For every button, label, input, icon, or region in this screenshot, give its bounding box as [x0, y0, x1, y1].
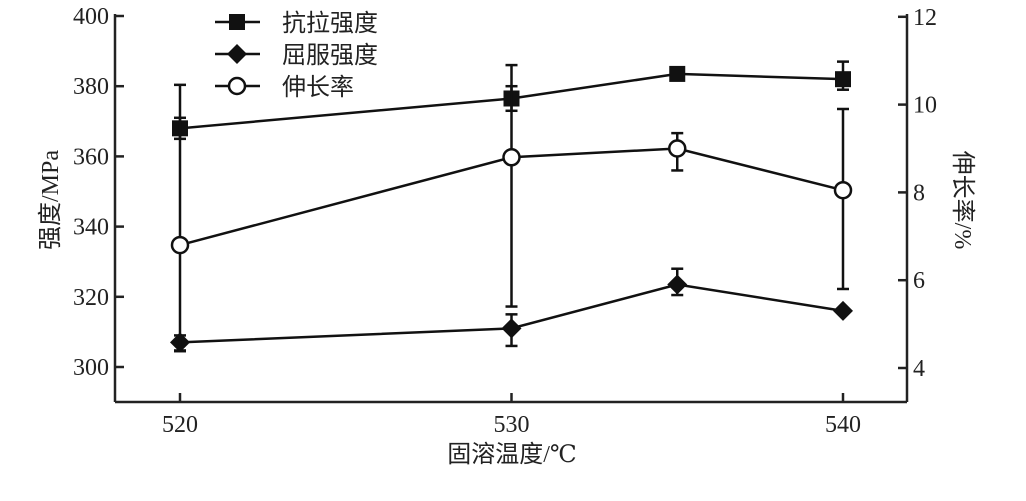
data-point	[667, 274, 688, 295]
series-line	[179, 147, 844, 247]
legend-marker-diamond	[227, 44, 247, 64]
tick-labels: 300 320 340 360 380 400 4 6 8 10 12 520 530 540	[73, 4, 937, 438]
series-marks	[170, 60, 853, 353]
y-tick-label: 400	[73, 4, 109, 30]
series-circle	[170, 63, 853, 352]
y2-tick-label: 8	[913, 180, 925, 206]
axes	[113, 14, 909, 404]
x-axis-label: 固溶温度/℃	[447, 441, 577, 468]
y-tick-label: 300	[73, 355, 109, 381]
x-tick-label: 520	[162, 412, 198, 438]
y2-tick-label: 6	[913, 268, 925, 294]
y2-tick-label: 10	[913, 93, 937, 119]
legend-marker-circle	[227, 76, 247, 96]
y2-tick-label: 12	[913, 5, 937, 31]
y2-axis-label: 伸长率/%	[949, 151, 976, 250]
y-tick-label: 340	[73, 215, 109, 241]
x-tick-label: 530	[494, 412, 530, 438]
data-point	[669, 65, 686, 82]
legend-label: 屈服强度	[282, 41, 378, 69]
y-tick-label: 360	[73, 144, 109, 170]
series-line	[179, 72, 844, 130]
legend-label: 抗拉强度	[282, 9, 378, 37]
y-axis-label: 强度/MPa	[37, 150, 64, 250]
series-diamond	[170, 267, 853, 353]
data-point	[833, 300, 853, 321]
y-tick-label: 320	[73, 285, 109, 311]
legend-label: 伸长率	[282, 73, 354, 101]
data-point	[170, 235, 190, 255]
data-point	[835, 71, 851, 88]
y2-tick-label: 4	[913, 356, 925, 382]
data-point	[668, 139, 687, 158]
series-line	[179, 283, 844, 344]
legend-marker-square	[229, 14, 245, 30]
y-tick-label: 380	[73, 74, 109, 100]
data-point	[501, 318, 522, 339]
x-tick-label: 540	[825, 412, 861, 438]
data-point	[502, 148, 521, 167]
data-point	[833, 180, 853, 200]
